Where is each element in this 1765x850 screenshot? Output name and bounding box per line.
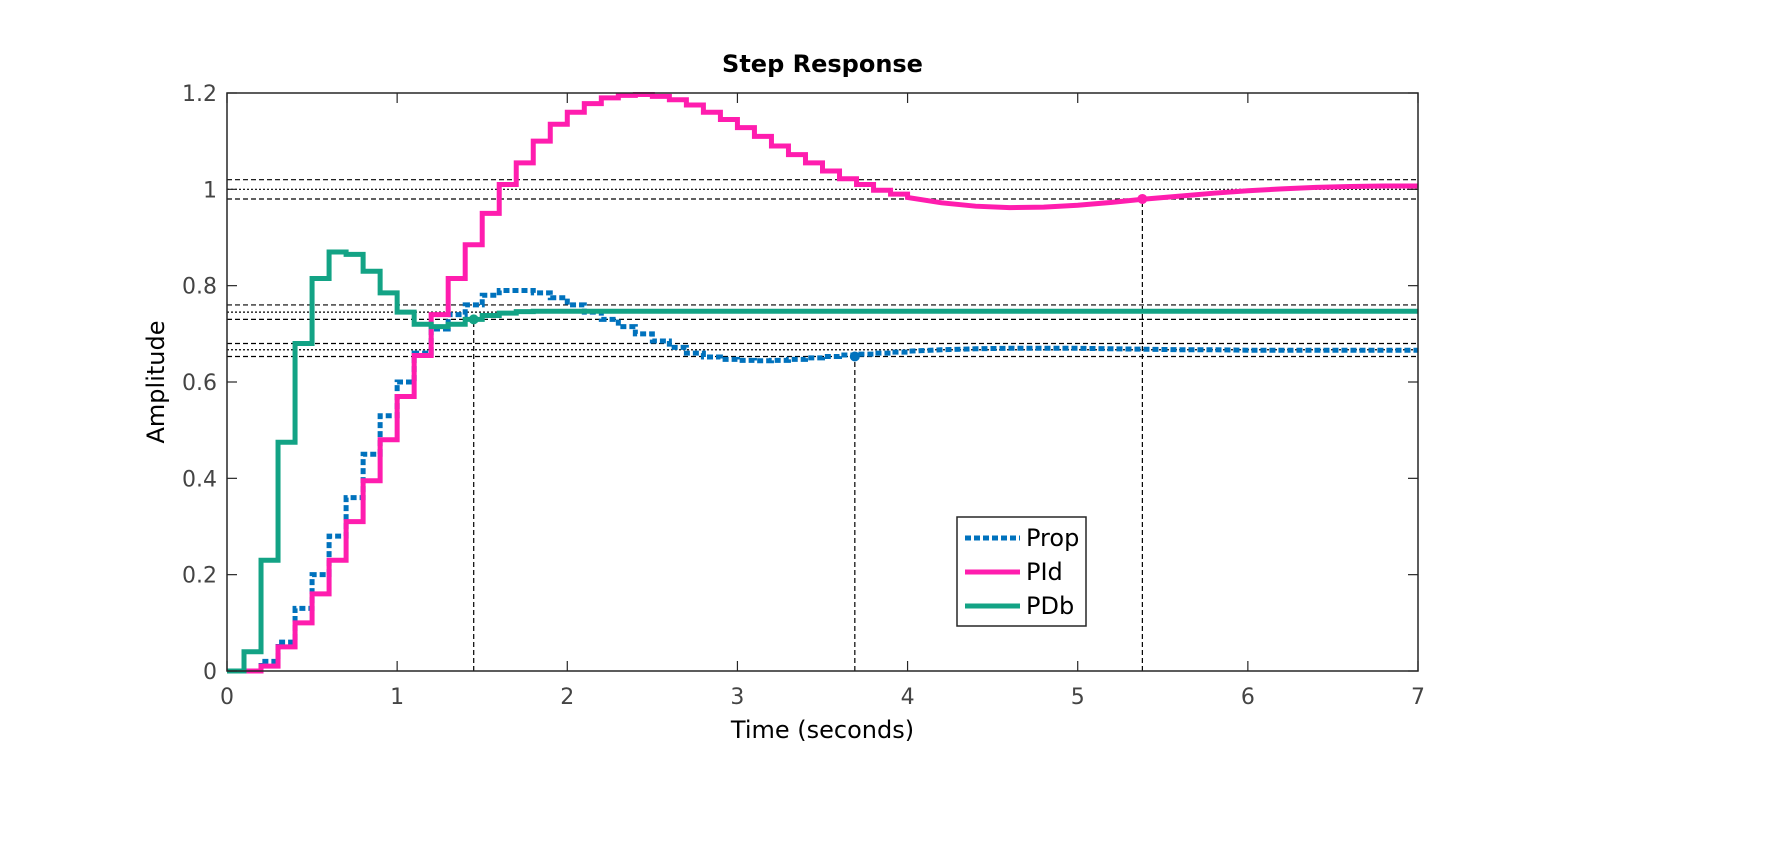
legend: Prop PId PDb: [956, 516, 1087, 627]
settling-marker-prop: [849, 351, 860, 362]
x-axis-label: Time (seconds): [730, 716, 914, 744]
x-tick-label: 5: [1071, 685, 1085, 710]
axis-ticks: 0 1 2 3 4 5 6 7 0 0.2 0.4 0.6 0.8 1 1.2: [182, 82, 1425, 710]
y-tick-label: 0.8: [182, 275, 217, 300]
series-line-pid: [227, 91, 1418, 674]
y-tick-label: 1.2: [182, 82, 217, 107]
x-tick-label: 6: [1241, 685, 1255, 710]
x-tick-label: 2: [560, 685, 574, 710]
settling-markers: [468, 193, 1148, 362]
y-tick-label: 1: [203, 178, 217, 203]
chart-title: Step Response: [722, 50, 923, 78]
axes-box: [226, 92, 1419, 672]
x-tick-label: 1: [390, 685, 404, 710]
y-tick-label: 0: [203, 660, 217, 685]
settling-marker-pid: [1137, 193, 1148, 204]
legend-label-pdb: PDb: [1026, 592, 1074, 620]
series-group: [227, 91, 1418, 674]
x-tick-label: 4: [901, 685, 915, 710]
x-tick-label: 7: [1411, 685, 1425, 710]
x-tick-label: 0: [220, 685, 234, 710]
x-tick-label: 3: [730, 685, 744, 710]
settling-marker-pdb: [468, 314, 479, 325]
y-tick-label: 0.2: [182, 564, 217, 589]
legend-label-pid: PId: [1026, 558, 1063, 586]
series-line-pdb: [227, 249, 1418, 674]
y-axis-label: Amplitude: [142, 321, 170, 444]
series-line-prop: [227, 287, 1418, 674]
y-tick-label: 0.4: [182, 467, 217, 492]
y-tick-label: 0.6: [182, 371, 217, 396]
legend-label-prop: Prop: [1026, 524, 1079, 552]
